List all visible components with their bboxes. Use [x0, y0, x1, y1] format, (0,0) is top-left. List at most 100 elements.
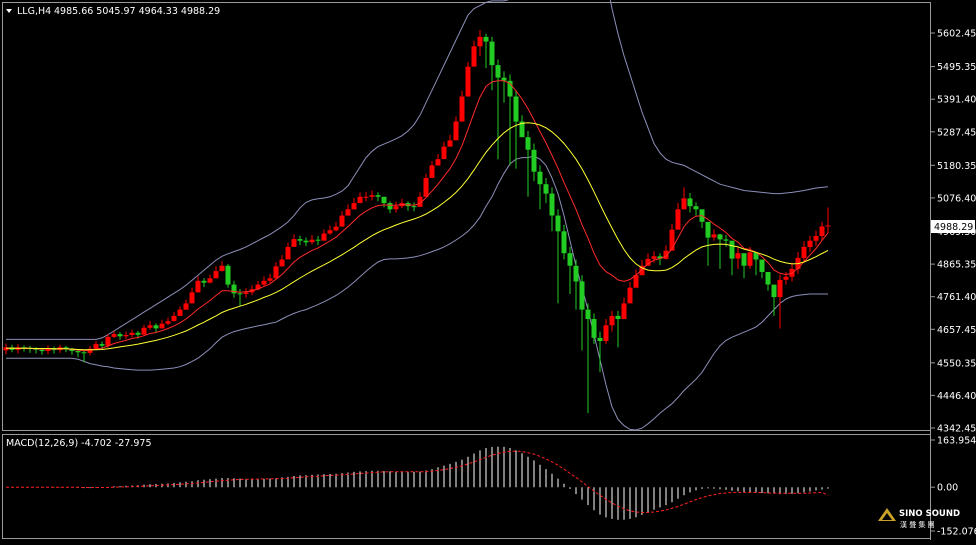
- candle-body: [693, 206, 699, 210]
- candle-body: [219, 265, 225, 272]
- macd-series: [6, 446, 829, 520]
- candle: [813, 230, 819, 246]
- candle-body: [501, 77, 507, 81]
- price-tick-label: 4865.35: [937, 260, 976, 271]
- price-tick-label: 5495.35: [937, 62, 976, 73]
- macd-tick-label: 163.954: [937, 436, 976, 447]
- candle-body: [93, 344, 99, 349]
- candle: [549, 187, 555, 232]
- candle-body: [297, 239, 303, 241]
- band-upper-line: [6, 0, 829, 340]
- candle: [735, 247, 741, 269]
- candle-body: [771, 284, 777, 298]
- candle-body: [477, 36, 483, 47]
- candle-body: [231, 284, 237, 294]
- candle-body: [75, 351, 81, 353]
- symbol-label: LLG,H4: [17, 6, 51, 17]
- candle-body: [465, 66, 471, 97]
- candle-body: [201, 280, 207, 283]
- candle-body: [441, 146, 447, 160]
- candle-body: [681, 198, 687, 210]
- candle: [147, 320, 153, 330]
- candle: [333, 221, 339, 232]
- candle: [225, 263, 231, 288]
- ma-fast-line: [5, 80, 829, 352]
- candle-body: [87, 348, 93, 353]
- current-price-box: [931, 220, 975, 233]
- price-tick-label: 5602.45: [937, 29, 976, 40]
- candle: [393, 201, 399, 213]
- candle: [567, 246, 573, 294]
- candle-body: [39, 349, 45, 352]
- candle-body: [621, 303, 627, 320]
- price-tick-label: 5180.35: [937, 161, 976, 172]
- candle-body: [387, 203, 393, 210]
- candle: [699, 209, 705, 229]
- candle: [279, 255, 285, 267]
- candle: [219, 261, 225, 272]
- moving-averages: [5, 80, 829, 352]
- candle: [825, 207, 831, 233]
- price-tick-label: 4761.40: [937, 292, 976, 303]
- candle-body: [345, 209, 351, 216]
- candle-body: [471, 46, 477, 67]
- candlestick-series: [3, 30, 831, 414]
- candle-body: [591, 319, 597, 338]
- candle-body: [123, 335, 129, 337]
- candle: [459, 90, 465, 122]
- candle-body: [543, 184, 549, 194]
- candle-body: [687, 198, 693, 207]
- candle: [369, 190, 375, 201]
- candle: [345, 204, 351, 216]
- candle: [363, 191, 369, 202]
- candle: [273, 262, 279, 279]
- ma-slow-line: [6, 122, 829, 351]
- chart-header[interactable]: LLG,H4 4985.66 5045.97 4964.33 4988.29: [6, 6, 220, 17]
- ohlc-readout: 4985.66 5045.97 4964.33 4988.29: [54, 6, 220, 17]
- candle: [603, 319, 609, 345]
- candle: [117, 332, 123, 340]
- candle: [495, 59, 501, 160]
- macd-tick-label: 0.00: [937, 483, 958, 494]
- candle-body: [327, 230, 333, 234]
- candle-body: [411, 206, 417, 208]
- candle: [621, 297, 627, 320]
- candle-body: [375, 195, 381, 197]
- candle: [213, 266, 219, 279]
- candle: [525, 131, 531, 197]
- candle-body: [633, 275, 639, 288]
- candle: [339, 211, 345, 227]
- candle: [315, 236, 321, 246]
- candle: [543, 178, 549, 204]
- candle-body: [315, 239, 321, 241]
- candle-body: [645, 258, 651, 266]
- candle-body: [279, 259, 285, 267]
- candle-body: [111, 334, 117, 337]
- candle: [189, 287, 195, 304]
- candle-body: [213, 271, 219, 279]
- candle-body: [351, 203, 357, 210]
- candle-body: [597, 337, 603, 341]
- candle-body: [459, 96, 465, 122]
- candle-body: [105, 336, 111, 346]
- bollinger-bands: [6, 0, 829, 431]
- dropdown-triangle-icon[interactable]: [6, 9, 12, 13]
- candle: [477, 30, 483, 56]
- candle-body: [63, 347, 69, 349]
- candle-body: [567, 253, 573, 266]
- candle-body: [453, 121, 459, 141]
- candle-body: [723, 239, 729, 241]
- price-tick-label: 5076.40: [937, 193, 976, 204]
- candle-body: [531, 149, 537, 172]
- logo-brand: SINO SOUND: [899, 509, 960, 519]
- candle: [663, 245, 669, 260]
- candle: [159, 319, 165, 329]
- candle-body: [177, 309, 183, 316]
- candle: [261, 276, 267, 286]
- candle-body: [735, 253, 741, 259]
- candle: [615, 310, 621, 348]
- candle: [45, 345, 51, 355]
- candle: [537, 165, 543, 210]
